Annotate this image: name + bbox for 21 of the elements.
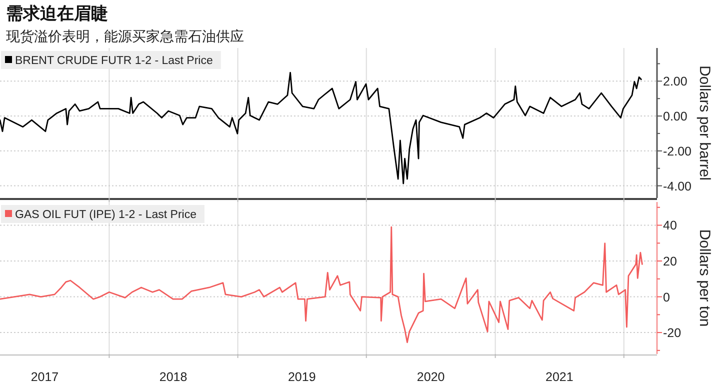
y-axis-title: Dollars per barrel [696,65,713,181]
chart-title: 需求迫在眉睫 [6,4,108,23]
y-tick-label: 20 [663,254,677,269]
y-tick-label: 0.00 [663,110,688,124]
line-series [0,72,642,184]
y-tick-label: -4.00 [663,179,692,194]
x-tick-label: 2021 [546,370,574,384]
legend-label: GAS OIL FUT (IPE) 1-2 - Last Price [15,209,196,221]
y-axis-title: Dollars per ton [696,229,713,327]
y-tick-label: -2.00 [663,144,692,158]
x-tick-label: 2019 [288,370,316,384]
line-series [0,226,643,344]
y-tick-label: 40 [663,218,677,233]
x-tick-label: 2020 [416,370,445,384]
chart-subtitle: 现货溢价表明，能源买家急需石油供应 [6,28,244,44]
y-tick-label: 0 [663,290,670,304]
y-tick-label: 2.00 [663,74,688,89]
x-tick-label: 2018 [159,370,188,384]
x-tick-label: 2017 [30,370,59,384]
y-tick-label: -20 [663,326,682,340]
legend-label: BRENT CRUDE FUTR 1-2 - Last Price [15,55,213,67]
